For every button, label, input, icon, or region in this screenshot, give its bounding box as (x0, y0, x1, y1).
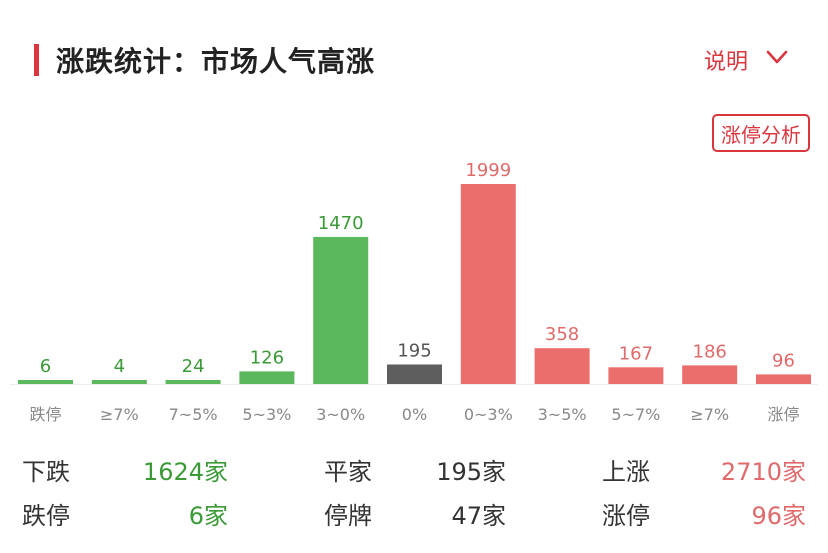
bar-1 (91, 380, 147, 384)
category-label-4: 3~0% (316, 405, 365, 424)
bar-value-label-3: 126 (250, 347, 284, 368)
category-label-0: 跌停 (29, 405, 61, 424)
bar-6 (460, 184, 516, 384)
stat-down-value: 1624家 (142, 458, 228, 486)
stat-suspended-value: 47家 (451, 502, 506, 530)
stat-limit-down-label: 跌停 (22, 502, 70, 530)
stat-suspended-label: 停牌 (324, 502, 372, 530)
stats-summary: 下跌 1624家 平家 195家 上涨 2710家 跌停 6家 停牌 47家 涨… (0, 446, 828, 546)
limit-up-analysis-button[interactable]: 涨停分析 (712, 114, 810, 152)
chevron-down-icon[interactable] (766, 46, 788, 68)
bar-value-label-9: 186 (693, 341, 727, 362)
bar-10 (756, 374, 811, 384)
bar-4 (313, 236, 369, 384)
bar-value-label-5: 195 (397, 340, 431, 361)
bar-3 (239, 371, 295, 384)
stat-flat-label: 平家 (324, 458, 372, 486)
stat-down-label: 下跌 (22, 458, 70, 486)
category-label-8: 5~7% (611, 405, 660, 424)
bar-value-label-8: 167 (619, 343, 653, 364)
title-accent-bar (34, 44, 39, 76)
bar-8 (608, 367, 664, 384)
bar-value-label-4: 1470 (318, 213, 364, 234)
bar-value-label-10: 96 (772, 350, 795, 371)
category-label-3: 5~3% (242, 405, 291, 424)
page-title: 涨跌统计：市场人气高涨 (56, 45, 376, 78)
bar-value-label-6: 1999 (465, 160, 511, 181)
bar-5 (387, 364, 442, 384)
explain-toggle[interactable]: 说明 (704, 50, 749, 75)
bar-value-label-2: 24 (182, 356, 205, 377)
category-label-2: 7~5% (169, 405, 218, 424)
stat-up-label: 上涨 (602, 458, 650, 486)
category-label-9: ≥7% (690, 405, 729, 424)
bar-0 (18, 380, 73, 384)
bar-2 (165, 380, 221, 384)
bar-9 (682, 365, 738, 384)
stat-limit-up-label: 涨停 (602, 502, 650, 530)
bar-value-label-7: 358 (545, 324, 579, 345)
category-label-7: 3~5% (538, 405, 587, 424)
bar-7 (534, 348, 590, 384)
stat-up-value: 2710家 (720, 458, 806, 486)
stat-limit-down-value: 6家 (188, 502, 228, 530)
category-label-10: 涨停 (767, 405, 799, 424)
category-label-6: 0~3% (464, 405, 513, 424)
stat-flat-value: 195家 (436, 458, 506, 486)
bar-value-label-1: 4 (114, 356, 125, 377)
category-label-5: 0% (402, 405, 427, 424)
bar-value-label-0: 6 (40, 356, 51, 377)
distribution-bar-chart: 6 跌停 4 ≥7% 24 7~5% 126 5~3% 1470 3~0% 195 0% 1999 0~3… (10, 160, 818, 424)
category-label-1: ≥7% (100, 405, 139, 424)
stat-limit-up-value: 96家 (751, 502, 806, 530)
